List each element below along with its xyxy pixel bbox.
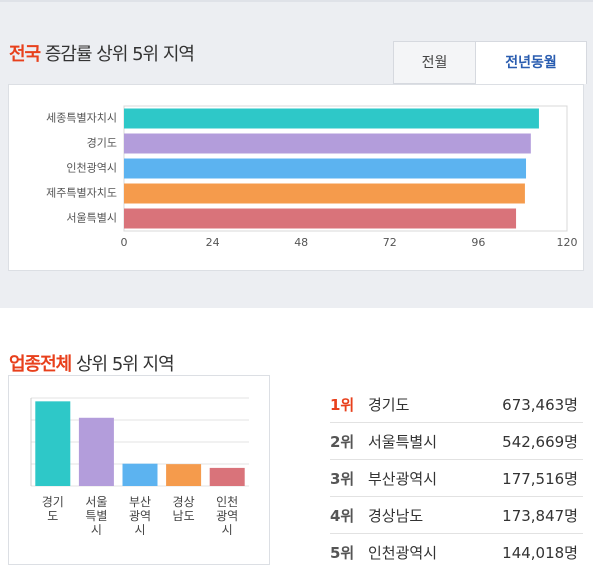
region-name: 경기도 <box>368 396 410 414</box>
y-tick-label: 세종특별자치시 <box>46 112 117 125</box>
tab[interactable]: 전월 <box>393 41 476 84</box>
section-title: 전국 증감률 상위 5위 지역 <box>9 40 195 66</box>
x-tick-label: 인천광역시 <box>216 495 239 537</box>
title-highlight: 업종전체 <box>9 354 72 375</box>
count: 673,463명 <box>502 396 578 414</box>
ranking-row: 4위 경상남도 173,847명 <box>330 496 583 534</box>
section-title: 업종전체 상위 5위 지역 <box>9 350 175 376</box>
ranking-row: 2위 서울특별시 542,669명 <box>330 422 583 460</box>
rank: 5위 <box>330 544 355 562</box>
bar <box>166 464 202 486</box>
rank: 3위 <box>330 470 355 488</box>
bar <box>35 401 71 486</box>
ranking-row: 5위 인천광역시 144,018명 <box>330 533 583 570</box>
bar <box>124 133 531 154</box>
bar <box>124 183 525 204</box>
bar <box>122 463 158 486</box>
bar <box>124 158 527 179</box>
tab-active[interactable]: 전년동월 <box>475 41 587 84</box>
title-highlight: 전국 <box>9 44 41 65</box>
bar <box>209 467 245 486</box>
count: 144,018명 <box>502 544 578 562</box>
region-name: 경상남도 <box>368 507 424 525</box>
count: 177,516명 <box>502 470 578 488</box>
chart-panel: 경기도 서울특별시 부산광역시 경상남도 인천광역시 <box>8 375 270 565</box>
region-name: 부산광역시 <box>368 470 438 488</box>
y-tick-label: 경기도 <box>87 137 117 150</box>
region-name: 서울특별시 <box>368 433 438 451</box>
x-tick-label: 경상남도 <box>172 495 195 523</box>
rank: 4위 <box>330 507 355 525</box>
ranking-row: 3위 부산광역시 177,516명 <box>330 459 583 497</box>
chart <box>30 397 249 487</box>
y-tick-label: 제주특별자치도 <box>46 187 117 200</box>
ranking-row: 1위 경기도 673,463명 <box>330 385 583 423</box>
bar <box>124 208 517 229</box>
x-tick-label: 서울특별시 <box>85 495 108 537</box>
x-tick-label: 0 <box>121 236 128 249</box>
rank: 2위 <box>330 433 355 451</box>
x-tick-label: 72 <box>383 236 397 249</box>
x-tick-label: 48 <box>294 236 308 249</box>
title-text: 상위 5위 지역 <box>75 354 175 375</box>
x-tick-label: 96 <box>471 236 485 249</box>
count: 542,669명 <box>502 433 578 451</box>
region-name: 인천광역시 <box>368 544 438 562</box>
y-tick-label: 인천광역시 <box>66 161 117 175</box>
y-tick-label: 서울특별시 <box>66 212 117 225</box>
bar <box>78 417 114 486</box>
bar <box>124 108 539 129</box>
x-tick-label: 24 <box>206 236 220 249</box>
rank: 1위 <box>330 396 355 414</box>
x-tick-label: 경기도 <box>41 495 64 523</box>
x-tick-label: 120 <box>557 236 578 249</box>
count: 173,847명 <box>502 507 578 525</box>
title-text: 증감률 상위 5위 지역 <box>44 44 195 65</box>
x-tick-label: 부산광역시 <box>128 495 152 537</box>
